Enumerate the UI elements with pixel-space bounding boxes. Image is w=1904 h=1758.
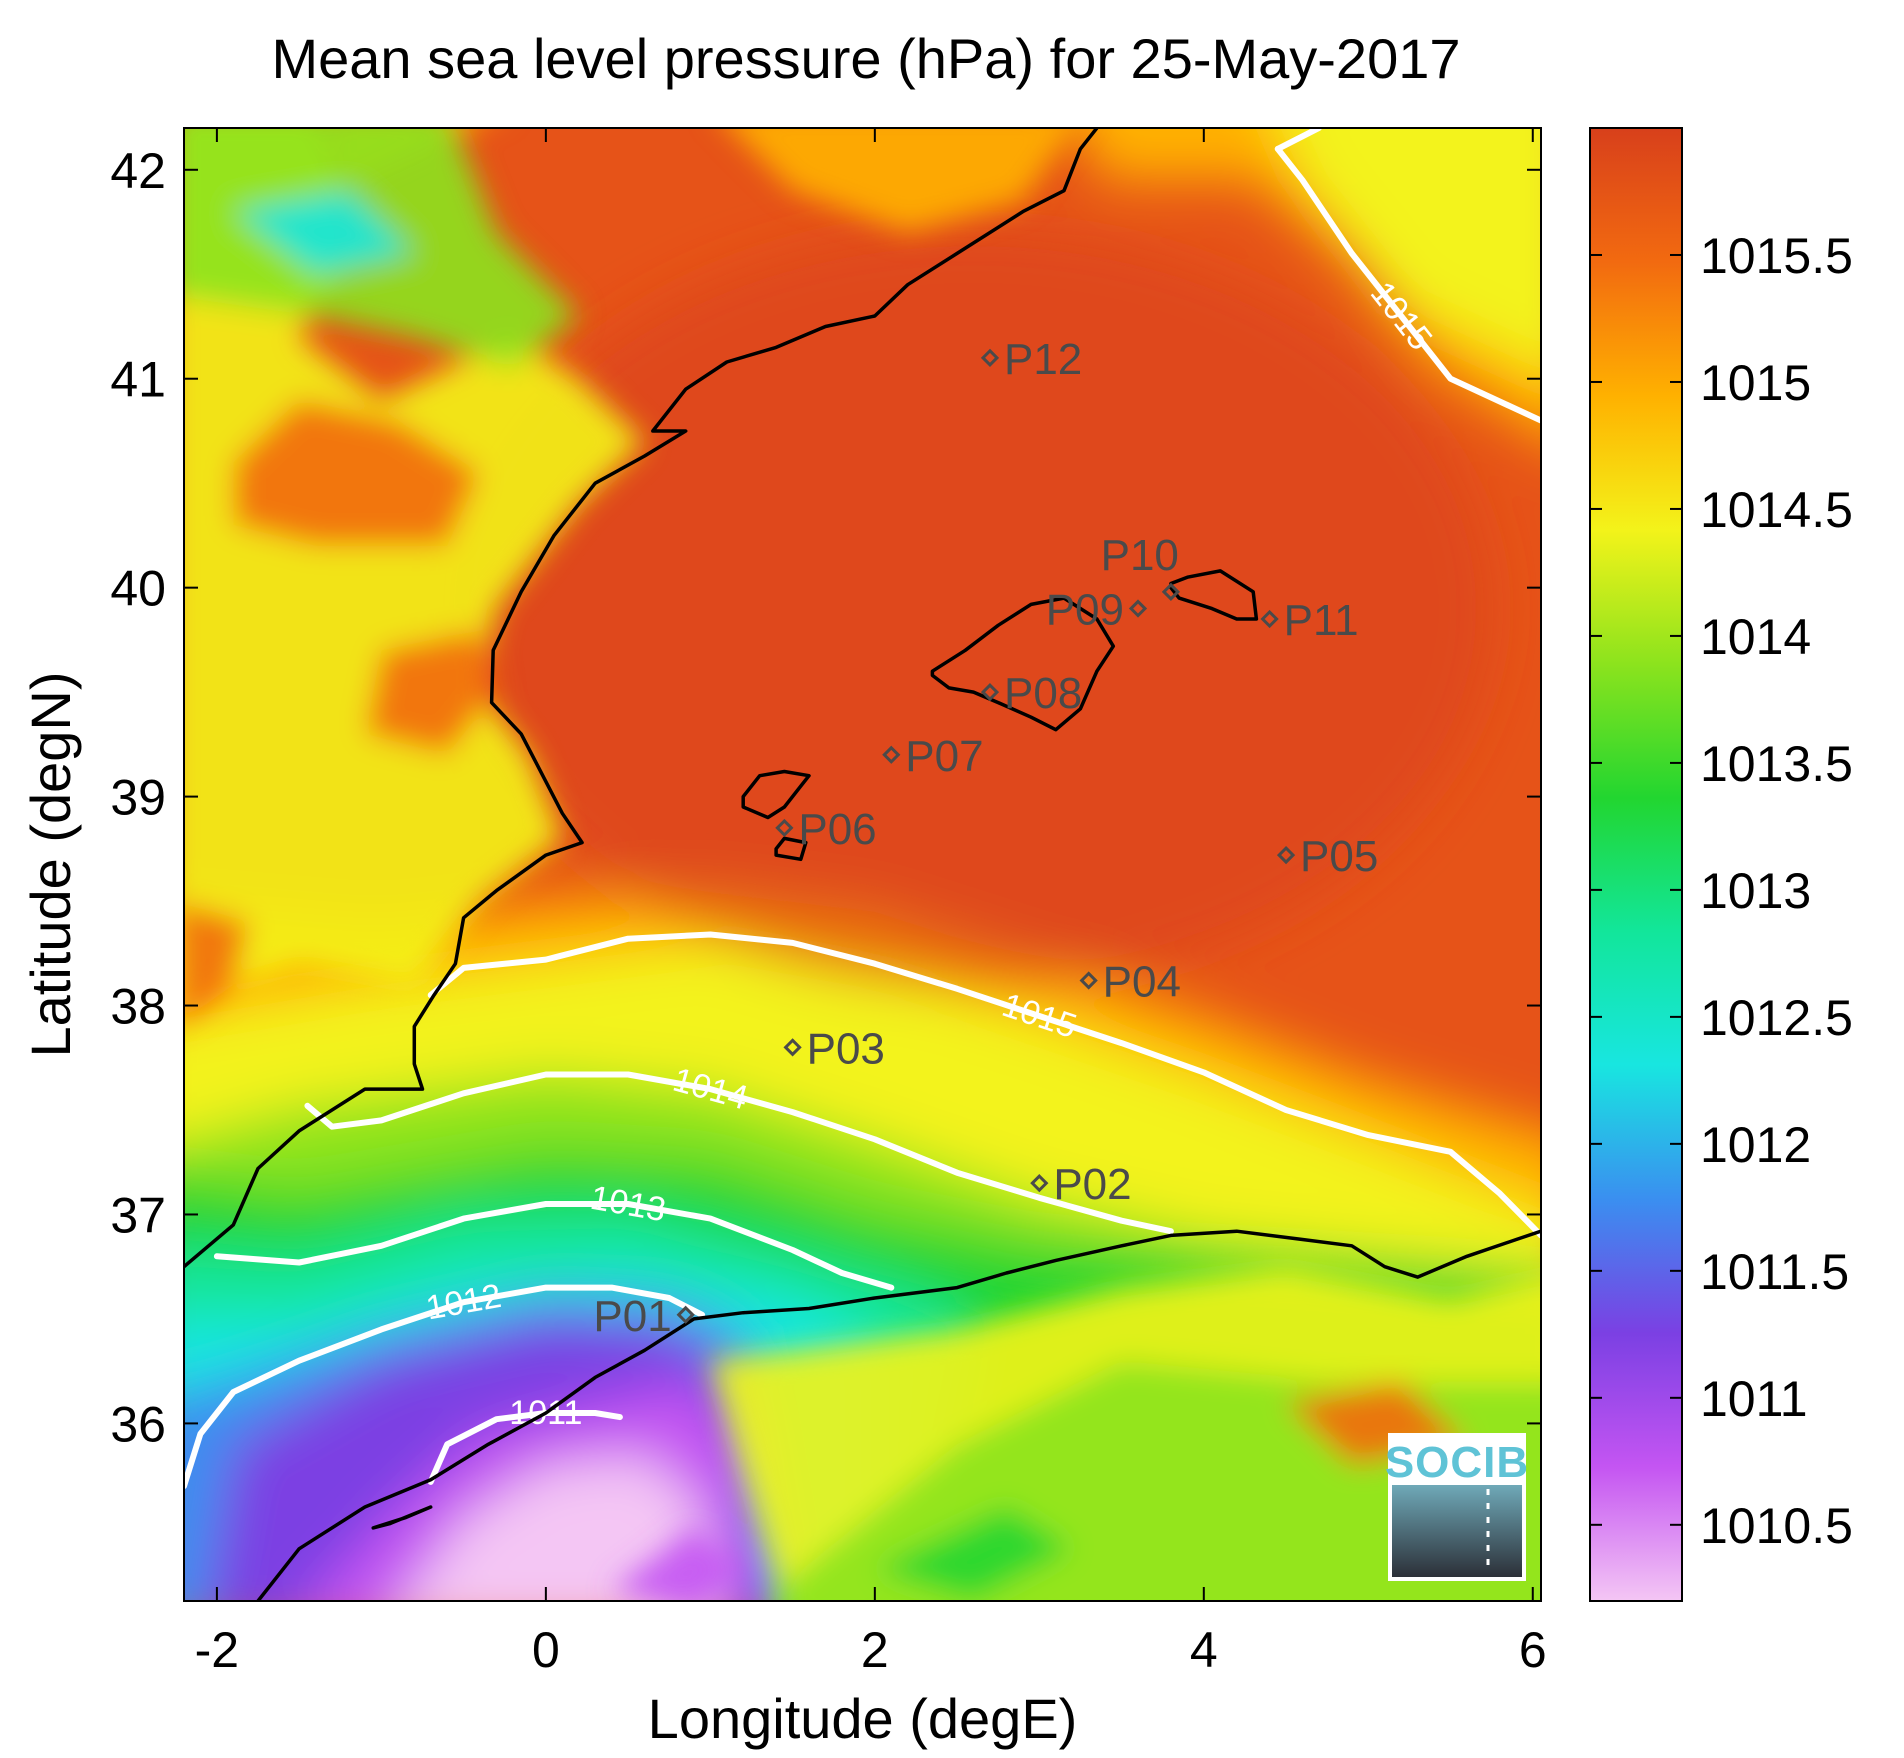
land-patch (611, 1527, 744, 1601)
coastline (741, 769, 811, 820)
isobar-1014 (304, 1071, 1174, 1235)
x-tick-label: 0 (532, 1622, 560, 1678)
station-marker (1030, 1174, 1049, 1193)
isobar-1011 (427, 1410, 623, 1485)
colorbar-tick-label: 1013.5 (1700, 736, 1853, 792)
station-marker (676, 1305, 695, 1324)
station-label: P02 (1053, 1160, 1131, 1209)
land-patch (233, 399, 481, 546)
y-tick-label: 41 (110, 352, 166, 408)
isobar-1013 (213, 1201, 895, 1291)
coastline (184, 128, 1099, 1269)
isobar-1012 (184, 1284, 706, 1490)
station-label: P08 (1004, 669, 1082, 718)
station-label: P05 (1300, 832, 1378, 881)
land-pressure-patches (184, 128, 1541, 1601)
x-tick-label: 4 (1190, 1622, 1218, 1678)
chart-title: Mean sea level pressure (hPa) for 25-May… (271, 27, 1460, 90)
colorbar-tick-label: 1013 (1700, 863, 1811, 919)
colorbar-tick-label: 1010.5 (1700, 1498, 1853, 1554)
land-patch (332, 128, 1075, 233)
y-tick-label: 36 (110, 1396, 166, 1452)
y-tick-label: 39 (110, 770, 166, 826)
y-axis-label: Latitude (degN) (19, 671, 82, 1057)
station-label: P12 (1004, 335, 1082, 384)
station-marker (882, 745, 901, 764)
coastline (256, 1229, 1541, 1601)
colorbar-tick-label: 1015 (1700, 355, 1811, 411)
pressure-band (403, 1454, 709, 1601)
x-axis-label: Longitude (degE) (648, 1687, 1078, 1750)
colorbar-tick-label: 1012 (1700, 1117, 1811, 1173)
pressure-band (184, 917, 1541, 1273)
station-marker (783, 1038, 802, 1057)
plot-frame (183, 127, 1542, 1602)
land-patch (874, 1507, 1073, 1601)
svg-text:SOCIB: SOCIB (1385, 1438, 1529, 1487)
station-label: P11 (1284, 596, 1359, 645)
station-marker (1161, 582, 1181, 601)
land-patch (233, 190, 415, 275)
station-marker (1128, 599, 1148, 618)
socib-logo: SOCIB (1385, 1433, 1529, 1581)
station-label: P03 (807, 1024, 885, 1073)
high-pressure-core (453, 228, 1494, 989)
colorbar-tick-label: 1011 (1700, 1371, 1808, 1427)
land-patch (184, 128, 645, 1001)
isobar-1015 (427, 931, 1541, 1239)
y-tick-label: 38 (110, 979, 166, 1035)
y-tick-label: 42 (110, 143, 166, 199)
x-axis: -2 0 2 4 6 (195, 128, 1547, 1678)
station-label: P06 (798, 805, 876, 854)
y-tick-label: 40 (110, 561, 166, 617)
colorbar-ticks: 1010.5 1011 1011.5 1012 1012.5 1013 1013.5 1014… (1590, 228, 1853, 1554)
coastline (774, 836, 808, 862)
station-marker (980, 683, 1000, 702)
colorbar-tick-label: 1011.5 (1700, 1244, 1849, 1300)
coastline (371, 1505, 433, 1530)
colorbar-tick-label: 1012.5 (1700, 990, 1853, 1046)
colorbar-tick-label: 1014 (1700, 609, 1811, 665)
colorbar-tick-label: 1014.5 (1700, 482, 1853, 538)
coastlines (184, 128, 1541, 1601)
station-marker (1276, 845, 1296, 865)
isobar-1015 (1274, 145, 1541, 424)
x-tick-label: 2 (861, 1622, 889, 1678)
y-tick-label: 37 (110, 1187, 166, 1243)
station-label: P07 (905, 732, 983, 781)
x-tick-label: 6 (1519, 1622, 1547, 1678)
coastline (930, 596, 1116, 732)
land-patch (184, 903, 250, 1021)
colorbar: 1010.5 1011 1011.5 1012 1012.5 1013 1013.5 1014… (1589, 127, 1853, 1602)
colorbar-tick-label: 1015.5 (1700, 228, 1853, 284)
station-label: P10 (1101, 531, 1179, 580)
station-label: P09 (1046, 586, 1124, 635)
y-axis: 36 37 38 39 40 41 42 (110, 143, 1541, 1452)
stations: P01 P02 P03 P04 P05 P06 P07 P08 P09 P10 P11 P12 (593, 335, 1378, 1341)
station-marker (1260, 609, 1279, 629)
station-label: P01 (593, 1292, 671, 1341)
station-marker (1079, 971, 1098, 990)
isobar-1015 (1274, 128, 1322, 152)
x-tick-label: -2 (195, 1622, 239, 1678)
station-label: P04 (1103, 957, 1181, 1006)
pressure-band (1269, 128, 1541, 389)
station-marker (775, 818, 794, 838)
colorbar-scale (1589, 127, 1683, 1602)
station-marker (980, 348, 1000, 367)
land-patch (364, 629, 497, 755)
